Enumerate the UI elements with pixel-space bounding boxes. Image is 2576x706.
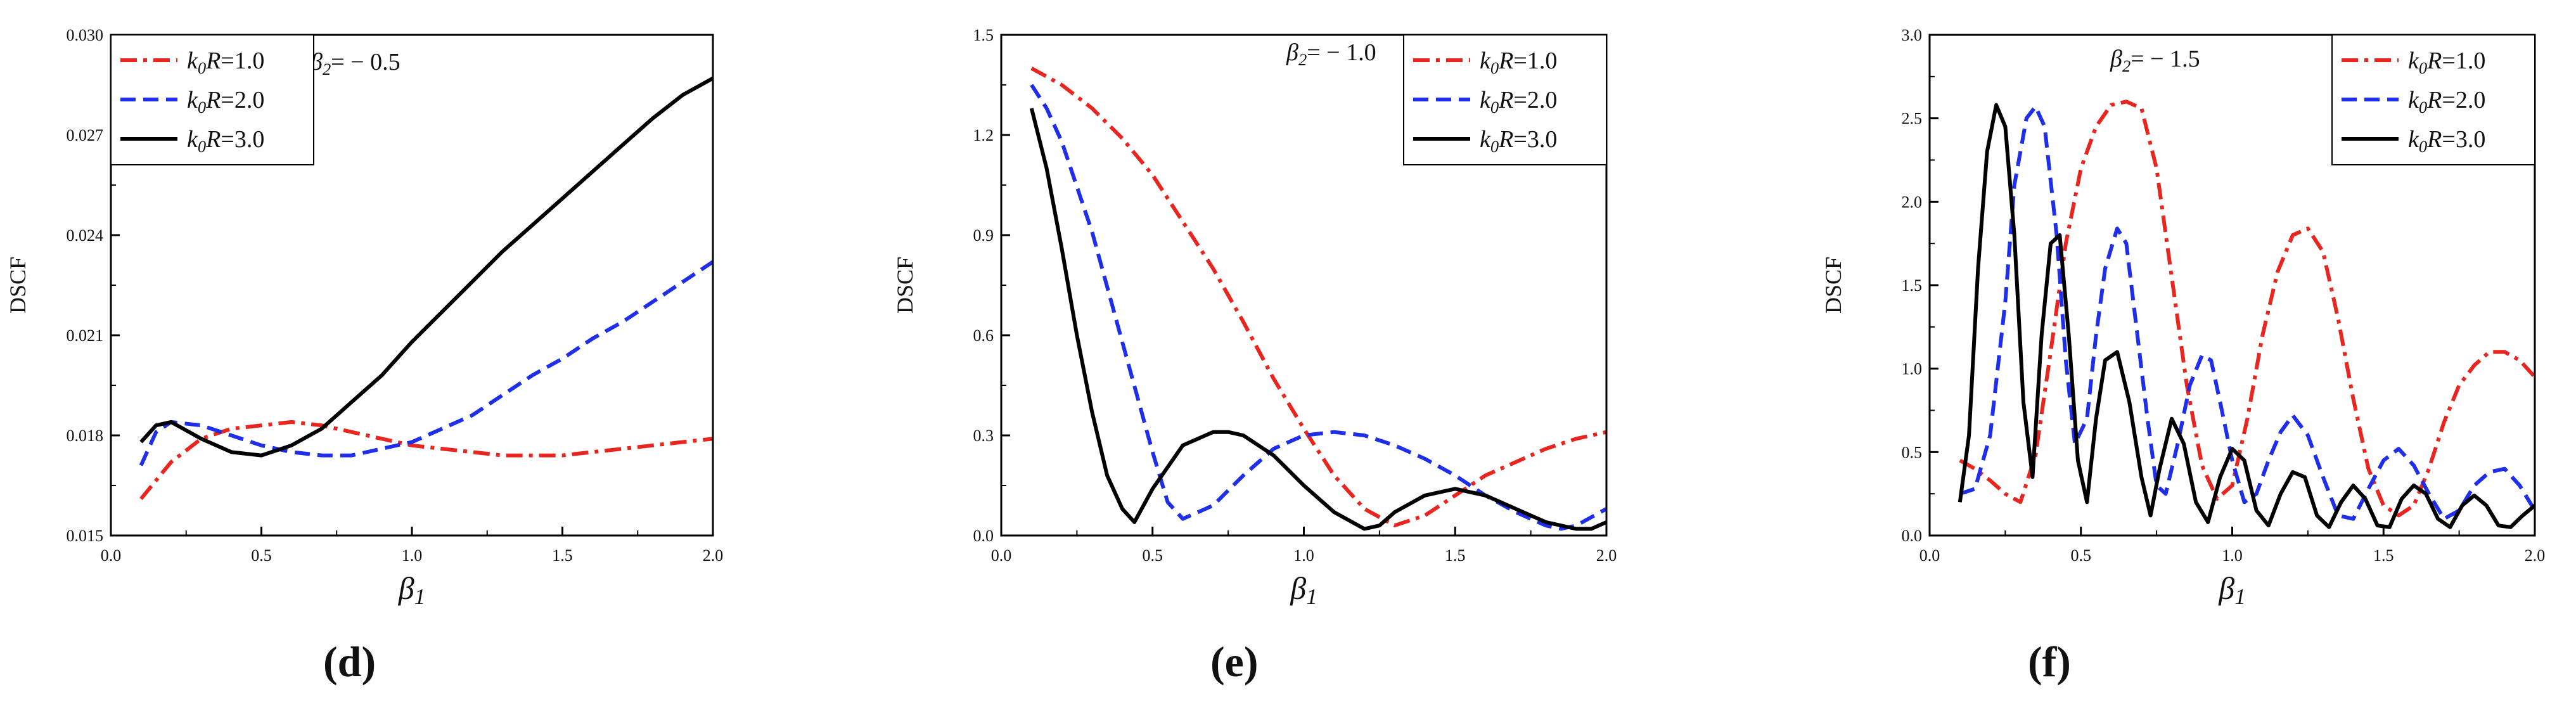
x-tick-label: 1.5 [1445,546,1466,565]
y-tick-label: 0.3 [973,427,994,445]
x-tick-label: 2.0 [703,546,724,565]
legend-label: k0R=1.0 [187,48,264,77]
x-tick-label: 0.5 [251,546,272,565]
beta2-annotation: β2= − 1.0 [1286,39,1376,69]
x-tick-label: 0.5 [2071,546,2092,565]
y-tick-label: 0.6 [973,326,994,345]
x-tick-label: 0.0 [1919,546,1940,565]
series-line-1 [139,420,713,501]
x-tick-label: 1.0 [2222,546,2243,565]
y-tick-label: 0.0 [973,527,994,545]
y-tick-label: 0.0 [1902,527,1923,545]
y-tick-label: 1.5 [1902,276,1923,295]
panel-d: 0.0 0.5 1.0 1.5 2.0 0.015 0.018 0.021 0.024 0.027… [0,0,849,706]
series-line-3 [1958,103,2535,529]
panel-f: 0.0 0.5 1.0 1.5 2.0 0.0 0.5 1.0 1.5 2.0 2.5 3.0 DSCF… [1698,0,2576,706]
y-tick-label: 2.0 [1902,193,1923,211]
y-axis-label: DSCF [892,257,918,314]
legend-label: k0R=3.0 [2408,126,2485,156]
chart-e: 0.0 0.5 1.0 1.5 2.0 0.0 0.3 0.6 0.9 1.2 1.5 DSCF β1 β… [892,26,1617,609]
y-tick-label: 3.0 [1902,26,1923,44]
series-line-2 [1030,84,1606,531]
y-tick-label: 1.0 [1902,360,1923,378]
x-tick-label: 1.5 [2373,546,2394,565]
legend-label: k0R=2.0 [1480,87,1557,117]
y-tick-label: 0.021 [67,326,104,345]
beta2-annotation: β2= − 0.5 [310,49,400,79]
panel-e: 0.0 0.5 1.0 1.5 2.0 0.0 0.3 0.6 0.9 1.2 1.5 DSCF β1 β… [849,0,1698,706]
x-tick-label: 0.5 [1143,546,1163,565]
legend-label: k0R=3.0 [1480,126,1557,156]
y-tick-label: 0.030 [67,26,104,44]
legend-label: k0R=1.0 [1480,48,1557,77]
x-tick-label: 1.5 [552,546,573,565]
x-tick-label: 2.0 [2525,546,2546,565]
y-axis-label: DSCF [1821,257,1846,314]
y-tick-label: 0.015 [67,527,104,545]
y-tick-label: 1.5 [973,26,994,44]
chart-d: 0.0 0.5 1.0 1.5 2.0 0.015 0.018 0.021 0.024 0.027… [5,26,724,609]
y-tick-label: 0.027 [67,126,104,144]
series-line-2 [139,260,713,466]
y-tick-label: 0.9 [973,226,994,245]
y-tick-label: 2.5 [1902,110,1923,128]
series-line-3 [139,76,713,458]
x-axis-label: β1 [398,570,425,609]
legend-label: k0R=1.0 [2408,48,2485,77]
series-line-1 [1959,99,2535,518]
panel-label-e: (e) [1210,638,1259,686]
x-tick-label: 2.0 [1596,546,1617,565]
x-tick-label: 1.0 [402,546,423,565]
x-tick-label: 0.0 [991,546,1012,565]
x-axis-label: β1 [1290,570,1317,609]
x-tick-label: 0.0 [101,546,122,565]
panel-label-f: (f) [2028,638,2071,686]
y-tick-label: 0.5 [1902,443,1923,461]
y-axis-label: DSCF [5,257,30,314]
legend-label: k0R=2.0 [2408,87,2485,117]
y-tick-label: 0.018 [67,427,104,445]
y-tick-label: 1.2 [973,126,994,144]
series-line-3 [1029,108,1606,531]
chart-f: 0.0 0.5 1.0 1.5 2.0 0.0 0.5 1.0 1.5 2.0 2.5 3.0 DSCF… [1821,26,2546,609]
x-tick-label: 1.0 [1293,546,1314,565]
beta2-annotation: β2= − 1.5 [2110,46,2200,75]
series-line-1 [1030,67,1606,528]
series-line-2 [1959,105,2535,521]
legend-label: k0R=2.0 [187,87,264,117]
x-axis-label: β1 [2218,570,2245,609]
panel-label-d: (d) [323,638,376,686]
legend-label: k0R=3.0 [187,126,264,156]
y-tick-label: 0.024 [67,226,104,245]
